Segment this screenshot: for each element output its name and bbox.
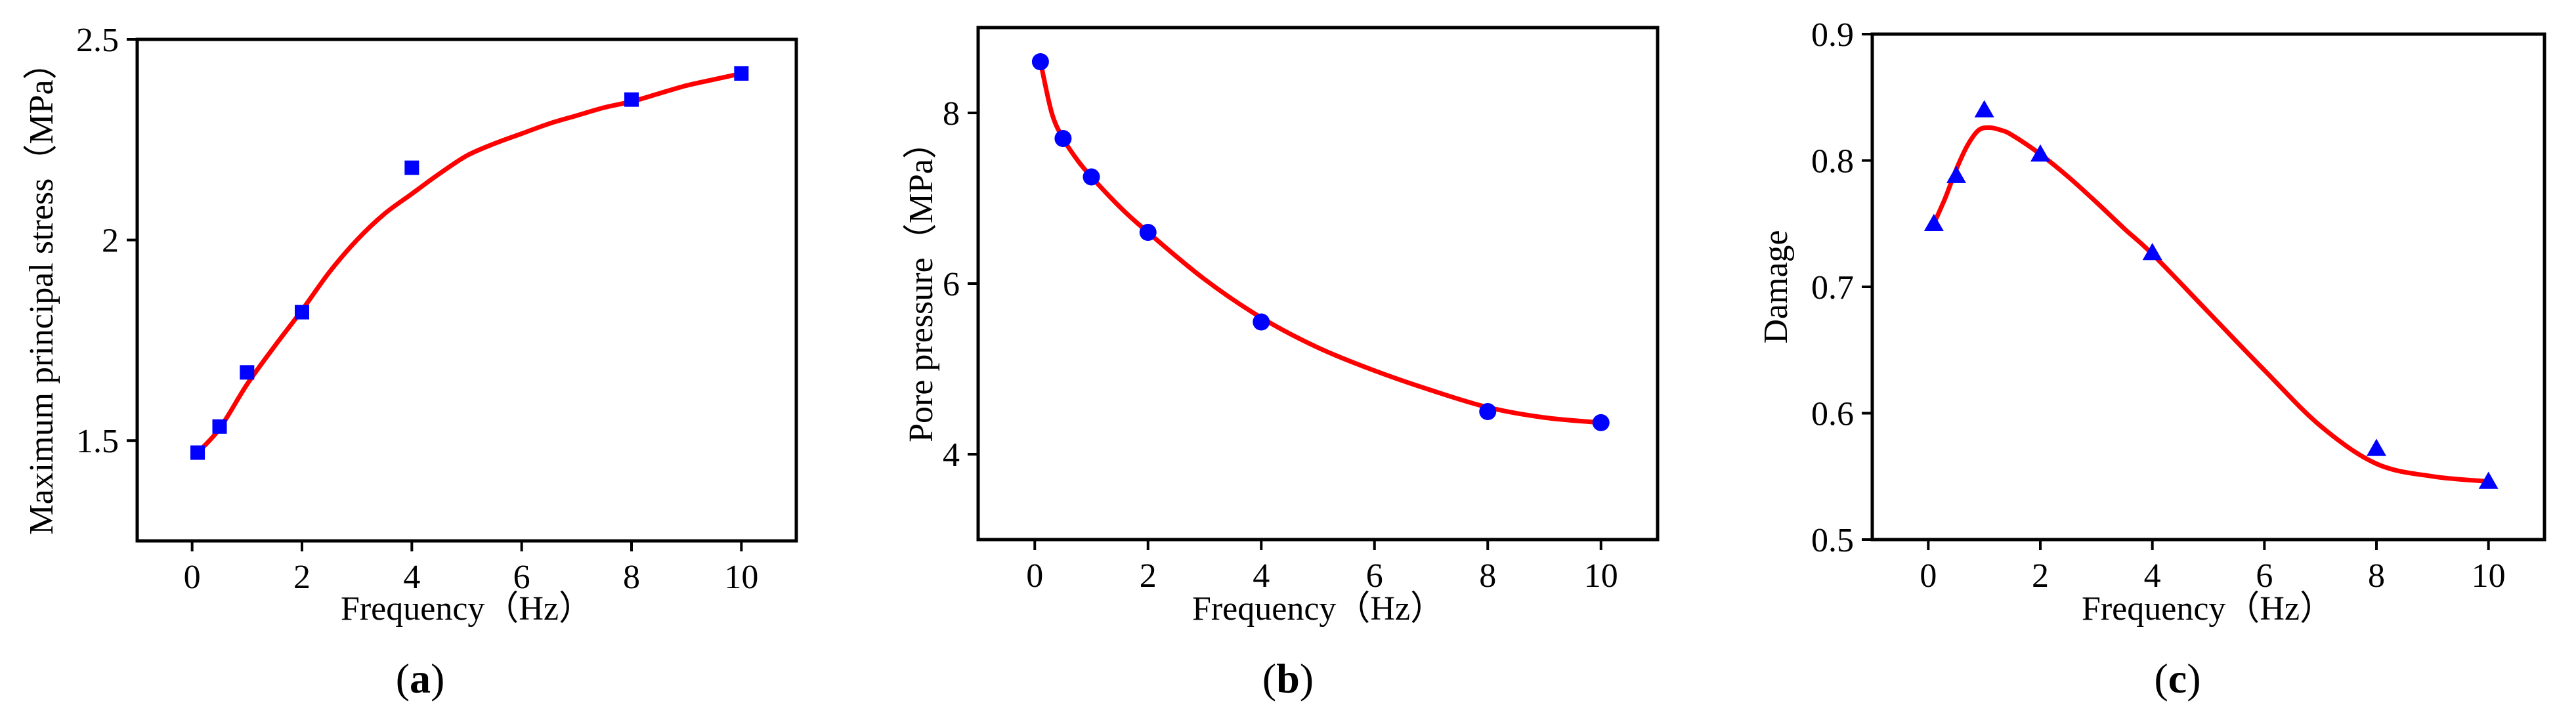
y-axis-title-c: Damage <box>1757 230 1795 343</box>
x-tick-label-b-2: 4 <box>1253 557 1270 595</box>
ticks-b-group: 0 2 4 6 8 10 4 6 8 <box>943 95 1618 595</box>
chart-panel-c: 0 2 4 6 8 10 0.5 0.6 0.7 0.8 0.9 Frequency（Hz） Dam… <box>1757 16 2546 702</box>
data-point-c-1 <box>1946 165 1966 183</box>
y-tick-label-c-4: 0.9 <box>1811 16 1854 54</box>
x-tick-label-a-2: 4 <box>403 559 420 596</box>
y-tick-label-a-0: 1.5 <box>76 423 119 460</box>
data-point-c-6 <box>2478 471 2499 489</box>
x-tick-label-b-4: 8 <box>1479 557 1496 595</box>
x-tick-label-a-0: 0 <box>184 559 201 596</box>
chart-panel-a: 0 2 4 6 8 10 1.5 2 2.5 Frequency（Hz） Maximum pri… <box>23 22 798 702</box>
data-markers-b-group <box>1031 53 1610 431</box>
data-markers-c-group <box>1923 100 2499 489</box>
panel-label-b: (b) <box>1262 655 1314 702</box>
panel-label-c: (c) <box>2154 655 2200 702</box>
data-point-b-6 <box>1592 414 1610 431</box>
y-tick-label-c-0: 0.5 <box>1811 522 1854 559</box>
y-axis-title-b: Pore pressure（MPa） <box>903 125 940 442</box>
x-tick-label-c-4: 8 <box>2368 557 2385 595</box>
x-tick-label-b-1: 2 <box>1140 557 1157 595</box>
data-point-c-2 <box>1974 100 1994 117</box>
x-tick-label-b-0: 0 <box>1026 557 1043 595</box>
plot-frame-b <box>976 26 1660 542</box>
panel-label-b-letter: b <box>1276 655 1300 702</box>
plot-frame-a <box>135 37 798 543</box>
x-tick-label-a-3: 6 <box>513 559 530 596</box>
ticks-c-group: 0 2 4 6 8 10 0.5 0.6 0.7 0.8 0.9 <box>1811 16 2506 595</box>
data-point-a-4 <box>404 160 419 175</box>
x-tick-label-a-1: 2 <box>293 559 311 596</box>
data-point-c-3 <box>2030 144 2050 162</box>
data-point-b-4 <box>1253 313 1270 331</box>
data-point-c-0 <box>1923 213 1944 231</box>
x-axis-title-c: Frequency（Hz） <box>2082 590 2334 628</box>
x-axis-title-b: Frequency（Hz） <box>1192 590 1444 628</box>
data-point-a-6 <box>734 66 749 81</box>
chart-panel-b: 0 2 4 6 8 10 4 6 8 Frequency（Hz） Pore pressure（M… <box>903 26 1660 702</box>
y-tick-label-a-2: 2.5 <box>76 22 119 59</box>
y-tick-label-b-0: 4 <box>943 437 960 474</box>
y-tick-label-b-1: 6 <box>943 266 960 303</box>
data-point-a-1 <box>212 419 227 434</box>
fit-curve-c-group <box>1931 125 2489 484</box>
data-point-b-5 <box>1479 403 1497 420</box>
panel-label-c-letter: c <box>2168 655 2187 702</box>
plot-frame-c <box>1870 32 2546 542</box>
data-point-a-0 <box>190 445 205 460</box>
panel-label-a-letter: a <box>410 655 431 702</box>
data-point-a-3 <box>295 305 309 320</box>
y-tick-label-a-1: 2 <box>102 223 119 260</box>
x-axis-title-a: Frequency（Hz） <box>341 590 593 628</box>
y-tick-label-c-1: 0.6 <box>1811 396 1854 433</box>
ticks-a-group: 0 2 4 6 8 10 1.5 2 2.5 <box>76 22 758 596</box>
y-tick-label-c-2: 0.7 <box>1811 269 1854 307</box>
x-tick-label-a-4: 8 <box>623 559 640 596</box>
y-tick-label-c-3: 0.8 <box>1811 143 1854 181</box>
y-axis-title-a: Maximum principal stress（MPa） <box>23 45 60 534</box>
x-tick-label-c-5: 10 <box>2472 557 2506 595</box>
x-tick-label-c-3: 6 <box>2256 557 2273 595</box>
fit-curve-c <box>1931 125 2489 484</box>
x-tick-label-c-2: 4 <box>2144 557 2161 595</box>
x-tick-label-b-3: 6 <box>1366 557 1383 595</box>
data-point-a-5 <box>624 92 639 107</box>
data-point-c-5 <box>2367 438 2386 456</box>
fit-curve-b-group <box>1038 61 1602 425</box>
data-markers-a-group <box>190 66 749 460</box>
data-point-b-1 <box>1054 130 1072 147</box>
data-point-b-2 <box>1083 168 1100 186</box>
x-tick-label-b-5: 10 <box>1584 557 1618 595</box>
fit-curve-a-group <box>196 71 742 454</box>
data-point-c-4 <box>2142 243 2162 261</box>
fit-curve-a <box>196 71 742 454</box>
y-tick-label-b-2: 8 <box>943 95 960 133</box>
x-tick-label-c-0: 0 <box>1920 557 1937 595</box>
data-point-b-0 <box>1031 53 1049 70</box>
panel-label-a: (a) <box>396 655 445 702</box>
data-point-b-3 <box>1139 224 1157 241</box>
x-tick-label-a-5: 10 <box>724 559 758 596</box>
fit-curve-b <box>1038 61 1602 425</box>
data-point-a-2 <box>240 365 255 380</box>
x-tick-label-c-1: 2 <box>2032 557 2049 595</box>
